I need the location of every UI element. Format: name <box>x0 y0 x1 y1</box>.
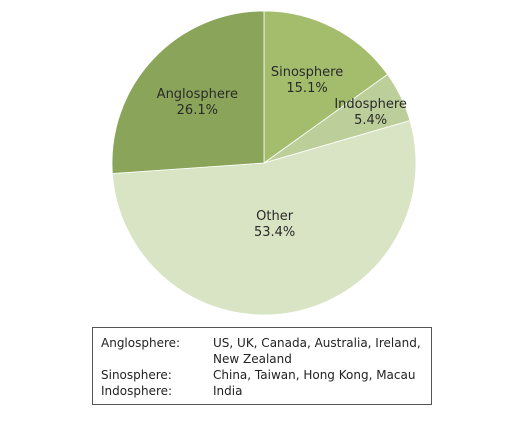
slice-value-anglosphere: 26.1% <box>177 103 218 118</box>
slice-value-indosphere: 5.4% <box>354 113 387 128</box>
legend-box: Anglosphere: US, UK, Canada, Australia, … <box>92 327 432 405</box>
legend-key: Indosphere: <box>101 383 213 399</box>
legend-value: China, Taiwan, Hong Kong, Macau <box>213 367 431 383</box>
legend-row-anglosphere: Anglosphere: US, UK, Canada, Australia, … <box>101 335 431 367</box>
slice-label-indosphere: Indosphere <box>334 97 407 112</box>
slice-label-other: Other <box>256 209 294 224</box>
slice-label-sinosphere: Sinosphere <box>271 65 343 80</box>
legend-key: Sinosphere: <box>101 367 213 383</box>
legend-value: US, UK, Canada, Australia, Ireland, New … <box>213 335 431 367</box>
legend-value: India <box>213 383 431 399</box>
slice-value-other: 53.4% <box>254 225 295 240</box>
slice-label-anglosphere: Anglosphere <box>157 87 238 102</box>
legend-row-sinosphere: Sinosphere: China, Taiwan, Hong Kong, Ma… <box>101 367 431 383</box>
legend-key: Anglosphere: <box>101 335 213 367</box>
slice-value-sinosphere: 15.1% <box>286 81 327 96</box>
legend-row-indosphere: Indosphere: India <box>101 383 431 399</box>
